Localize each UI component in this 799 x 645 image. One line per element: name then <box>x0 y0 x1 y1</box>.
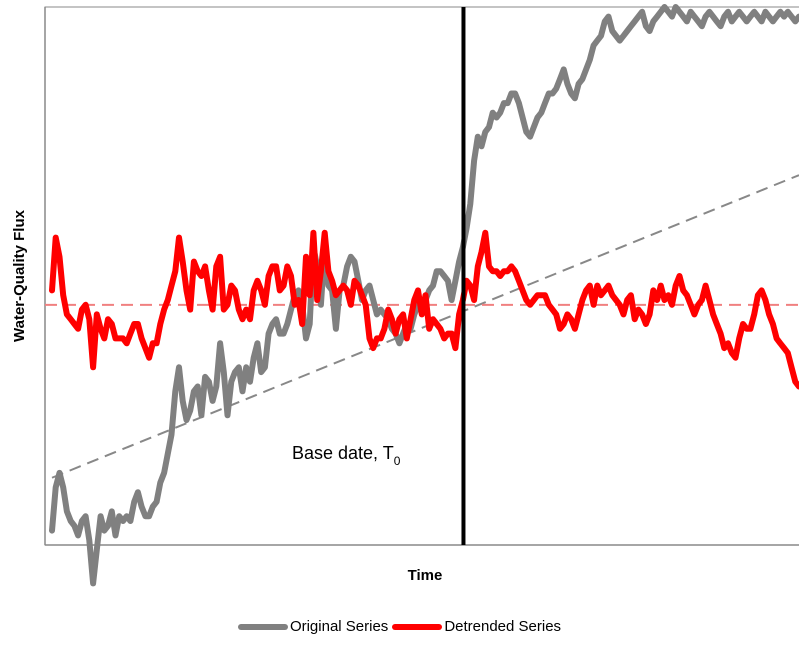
base-date-label: Base date, T <box>292 443 394 463</box>
base-date-annotation: Base date, T0 <box>292 443 401 468</box>
legend-swatch-detrended <box>392 623 443 630</box>
y-axis-title: Water-Quality Flux <box>11 209 28 342</box>
plot-area <box>44 6 799 546</box>
legend-label-detrended: Detrended Series <box>444 618 562 635</box>
x-axis-title: Time <box>408 567 443 584</box>
trend-line <box>51 174 799 479</box>
legend-swatch-original <box>237 623 288 630</box>
legend-label-original: Original Series <box>289 618 389 635</box>
series-line-detrended <box>49 229 799 390</box>
base-date-subscript: 0 <box>394 454 401 468</box>
legend-item-detrended: Detrended Series <box>392 618 561 635</box>
legend-item-original: Original Series <box>237 618 389 635</box>
legend: Original Series Detrended Series <box>0 618 799 635</box>
